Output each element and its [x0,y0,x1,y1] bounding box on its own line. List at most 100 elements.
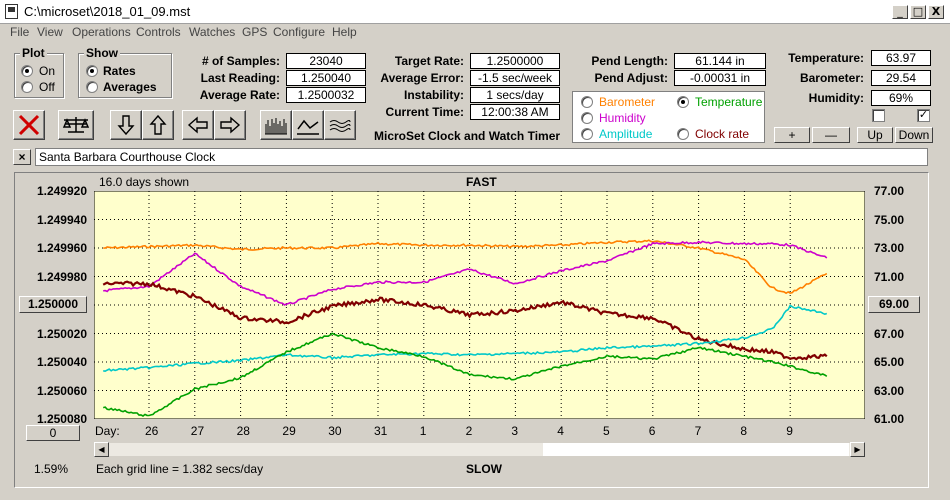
temperature-label: Temperature: [788,51,864,65]
amplitude-radio[interactable] [581,128,593,140]
app-icon[interactable] [5,4,18,19]
wave-lines-icon [329,120,351,132]
waveform-button[interactable] [324,110,356,140]
pend-adjust-value: -0.00031 in [674,70,766,86]
menu-file[interactable]: File [10,25,30,39]
zoom-plus-button[interactable]: + [774,127,810,143]
move-down-button[interactable] [110,110,142,140]
move-left-button[interactable] [182,110,214,140]
day-tick-label: 9 [786,424,793,438]
menu-help[interactable]: Help [332,25,357,39]
target-rate-value[interactable]: 1.2500000 [470,53,560,69]
last-reading-value: 1.250040 [286,70,366,86]
series-line-temperature [103,332,828,417]
right-axis-tick: 71.00 [874,269,905,284]
minimize-button[interactable]: _ [892,5,908,19]
day-tick-label: 4 [557,424,564,438]
series-line-amplitude [103,304,828,373]
humidity-option-label[interactable]: Humidity [599,111,646,125]
instability-value: 1 secs/day [470,87,560,103]
menu-bar: File View Operations Controls Watches GP… [0,24,950,42]
barometer-option-label[interactable]: Barometer [599,95,656,109]
menu-controls[interactable]: Controls [136,25,181,39]
left-axis-tick: 1.249960 [36,241,87,255]
plot-off-radio[interactable] [21,81,33,93]
bar-data-icon [265,118,287,135]
left-axis-tick: 1.250040 [36,355,87,369]
samples-label: # of Samples: [201,54,280,68]
show-group [78,53,172,98]
right-axis-tick: 65.00 [874,355,905,369]
days-shown-label: 16.0 days shown [99,175,190,189]
clear-clock-button[interactable]: × [13,149,31,165]
left-axis-tick: 1.249940 [36,212,87,227]
arrow-right-icon [220,116,241,134]
arrow-down-icon [117,115,135,136]
smooth-button[interactable] [292,110,324,140]
stop-button[interactable] [13,110,45,140]
time-scrollbar[interactable]: ◀ ▶ [94,442,865,457]
reset-zero-button[interactable]: 0 [26,425,80,441]
average-error-value: -1.5 sec/week [470,70,560,86]
scroll-left-button[interactable]: ◀ [94,442,109,457]
day-tick-label: 29 [282,424,296,438]
rate-chart[interactable] [94,191,865,419]
pend-adjust-label: Pend Adjust: [594,71,668,85]
day-tick-label: 26 [145,424,159,438]
average-rate-value: 1.2500032 [286,87,366,103]
left-axis-center-button[interactable]: 1.250000 [19,296,87,313]
right-axis-tick: 63.00 [874,383,905,398]
left-axis-tick: 1.249920 [36,184,87,198]
plot-panel [14,172,929,488]
menu-view[interactable]: View [37,25,63,39]
series-line-barometer [103,239,828,295]
barometer-radio[interactable] [581,96,593,108]
zoom-minus-button[interactable]: — [812,127,850,143]
right-axis-tick: 77.00 [874,184,905,198]
raw-data-button[interactable] [260,110,292,140]
move-up-button[interactable] [142,110,174,140]
plot-group-title: Plot [20,46,47,60]
menu-operations[interactable]: Operations [72,25,131,39]
amplitude-option-label[interactable]: Amplitude [599,127,653,141]
right-axis-center-button[interactable]: 69.00 [868,296,920,313]
temperature-option-label[interactable]: Temperature [695,95,763,109]
day-tick-label: 28 [236,424,250,438]
temperature-radio[interactable] [677,96,689,108]
day-tick-label: 31 [374,424,388,438]
pend-length-label: Pend Length: [591,54,668,68]
scroll-right-button[interactable]: ▶ [850,442,865,457]
plot-on-label[interactable]: On [39,64,56,78]
checkbox-2[interactable]: ✓ [917,109,930,122]
arrow-left-icon [187,116,208,134]
show-rates-label[interactable]: Rates [103,64,136,78]
scroll-down-button[interactable]: Down [895,127,933,143]
day-tick-label: 30 [328,424,342,438]
sensor-select-box [572,91,765,143]
show-rates-radio[interactable] [86,65,98,77]
move-right-button[interactable] [214,110,246,140]
left-axis-tick: 1.250080 [36,412,87,426]
menu-configure[interactable]: Configure [273,25,326,39]
plot-on-radio[interactable] [21,65,33,77]
checkbox-1[interactable] [872,109,885,122]
show-averages-label[interactable]: Averages [103,80,157,94]
right-axis-tick: 75.00 [874,212,905,227]
humidity-radio[interactable] [581,112,593,124]
show-averages-radio[interactable] [86,81,98,93]
clock-rate-radio[interactable] [677,128,689,140]
maximize-button[interactable]: □ [910,5,926,19]
day-tick-label: 7 [694,424,702,438]
balance-button[interactable] [58,110,94,140]
menu-gps[interactable]: GPS [242,25,268,39]
close-button[interactable]: X [928,5,944,19]
app-name-label: MicroSet Clock and Watch Timer [374,129,561,143]
clock-rate-option-label[interactable]: Clock rate [695,127,750,141]
plot-off-label[interactable]: Off [39,80,55,94]
barometer-label: Barometer: [799,71,864,85]
scroll-up-button[interactable]: Up [857,127,893,143]
scroll-thumb[interactable] [543,443,849,456]
menu-watches[interactable]: Watches [189,25,236,39]
pend-length-value[interactable]: 61.144 in [674,53,766,69]
clock-name-field[interactable]: Santa Barbara Courthouse Clock [35,148,928,166]
